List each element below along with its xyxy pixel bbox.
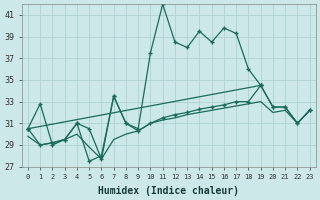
X-axis label: Humidex (Indice chaleur): Humidex (Indice chaleur)	[98, 186, 239, 196]
